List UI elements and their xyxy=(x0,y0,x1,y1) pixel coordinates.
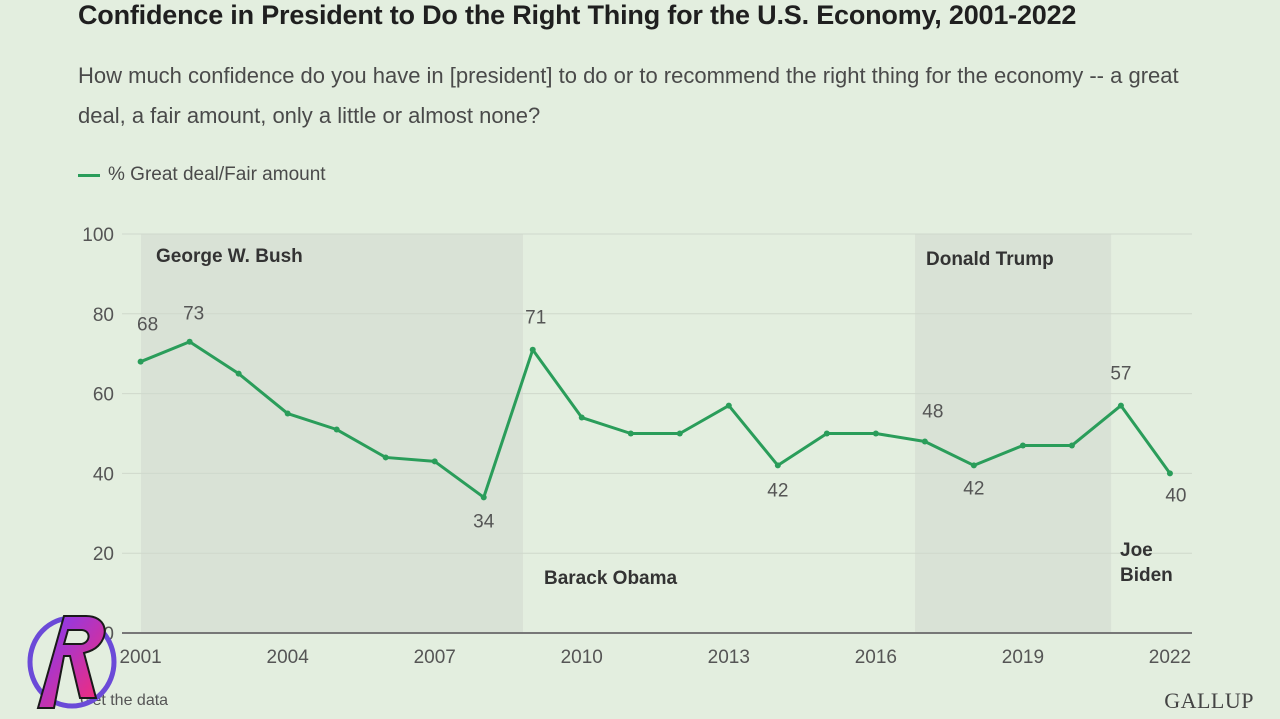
era-label-1: Barack Obama xyxy=(544,568,678,589)
y-tick-label: 40 xyxy=(93,464,114,485)
x-tick-label: 2001 xyxy=(119,647,161,668)
r-logo-icon xyxy=(27,615,117,709)
data-point xyxy=(676,430,683,437)
data-label: 34 xyxy=(473,511,495,532)
data-point xyxy=(529,346,536,353)
data-point xyxy=(1117,402,1124,409)
data-point xyxy=(627,430,634,437)
x-tick-label: 2013 xyxy=(708,647,750,668)
data-point xyxy=(725,402,732,409)
data-point xyxy=(872,430,879,437)
data-point xyxy=(1068,442,1075,449)
data-point xyxy=(431,458,438,465)
data-point xyxy=(137,358,144,365)
data-point xyxy=(284,410,291,417)
era-label-0: George W. Bush xyxy=(156,246,303,267)
x-tick-label: 2004 xyxy=(267,647,310,668)
data-point xyxy=(1166,470,1173,477)
data-point xyxy=(480,494,487,501)
data-point xyxy=(578,414,585,421)
data-label: 40 xyxy=(1165,485,1186,506)
data-label: 71 xyxy=(525,308,546,329)
data-point xyxy=(382,454,389,461)
data-label: 42 xyxy=(963,478,984,499)
era-shade-0 xyxy=(141,234,523,633)
data-point xyxy=(235,370,242,377)
series-line xyxy=(140,340,1172,499)
y-tick-label: 20 xyxy=(93,544,114,565)
legend: % Great deal/Fair amount xyxy=(78,164,326,186)
data-point xyxy=(970,462,977,469)
y-tick-label: 100 xyxy=(82,225,114,246)
chart-title: Confidence in President to Do the Right … xyxy=(78,0,1077,30)
data-label: 48 xyxy=(922,401,943,422)
y-tick-label: 60 xyxy=(93,385,114,406)
x-tick-label: 2022 xyxy=(1149,647,1191,668)
x-tick-label: 2007 xyxy=(414,647,456,668)
data-point xyxy=(186,338,193,345)
era-label-3: Joe Biden xyxy=(1120,540,1173,586)
era-label-2: Donald Trump xyxy=(926,249,1054,270)
legend-line-swatch xyxy=(78,173,100,177)
data-label: 68 xyxy=(137,315,158,336)
y-tick-label: 0 xyxy=(103,624,114,645)
data-point xyxy=(823,430,830,437)
data-point xyxy=(1019,442,1026,449)
x-tick-label: 2016 xyxy=(855,647,897,668)
legend-label: % Great deal/Fair amount xyxy=(108,164,326,185)
chart-subtitle: How much confidence do you have in [pres… xyxy=(78,63,1179,128)
data-point xyxy=(921,438,928,445)
data-label: 73 xyxy=(183,304,204,325)
x-tick-label: 2019 xyxy=(1002,647,1044,668)
era-shade-2 xyxy=(915,234,1112,633)
x-tick-label: 2010 xyxy=(561,647,603,668)
data-label: 42 xyxy=(767,480,788,501)
data-point xyxy=(333,426,340,433)
y-tick-label: 80 xyxy=(93,305,114,326)
gallup-logo: GALLUP xyxy=(1164,688,1254,713)
data-label: 57 xyxy=(1110,364,1131,385)
data-point xyxy=(774,462,781,469)
